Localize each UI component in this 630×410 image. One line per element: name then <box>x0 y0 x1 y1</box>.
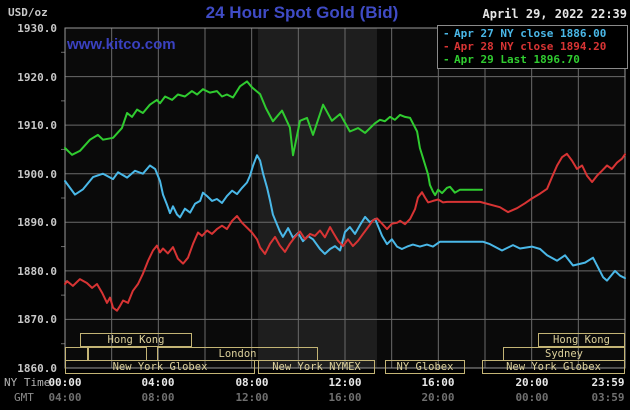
x-tick-ny-1600: 16:00 <box>421 376 455 389</box>
kitco-watermark: www.kitco.com <box>67 36 176 53</box>
session-box-hong-kong-early: Hong Kong <box>80 333 192 347</box>
page-title: 24 Hour Spot Gold (Bid) <box>205 3 399 22</box>
x-tick-gmt-0400: 04:00 <box>48 391 82 404</box>
y-tick-1910: 1910.0 <box>17 119 57 132</box>
x-tick-ny-0000: 00:00 <box>48 376 82 389</box>
x-tick-ny-0400: 04:00 <box>141 376 175 389</box>
x-tick-ny-2000: 20:00 <box>515 376 549 389</box>
session-box-london: London <box>157 347 318 361</box>
y-tick-1890: 1890.0 <box>17 216 57 229</box>
y-tick-1920: 1920.0 <box>17 71 57 84</box>
legend-label-apr28: Apr 28 NY close 1894.20 <box>454 40 607 53</box>
y-tick-1930: 1930.0 <box>17 22 57 35</box>
nymex-session-band <box>257 28 377 368</box>
ny-time-axis-label: NY Time <box>4 376 51 389</box>
price-line-apr29 <box>64 80 483 197</box>
x-tick-gmt-2000: 20:00 <box>421 391 455 404</box>
x-tick-ny-0800: 08:00 <box>235 376 269 389</box>
x-tick-gmt-0000: 00:00 <box>515 391 549 404</box>
legend-label-apr27: Apr 27 NY close 1886.00 <box>454 27 607 40</box>
session-box-unlabeled-1 <box>65 347 88 361</box>
session-box-ny-globex-mid: NY Globex <box>385 360 465 374</box>
x-tick-gmt-0800: 08:00 <box>141 391 175 404</box>
session-box-ny-globex-late: New York Globex <box>482 360 625 374</box>
y-tick-1900: 1900.0 <box>17 168 57 181</box>
gmt-axis-label: GMT <box>14 391 34 404</box>
session-box-ny-nymex: New York NYMEX <box>258 360 375 374</box>
plot-border <box>64 27 626 369</box>
legend-label-apr29: Apr 29 Last 1896.70 <box>454 53 580 66</box>
y-tick-1880: 1880.0 <box>17 265 57 278</box>
chart-datetime: April 29, 2022 22:39 <box>482 7 628 21</box>
apr29-line-swatch: - <box>443 53 450 66</box>
session-box-unlabeled-2 <box>88 347 147 361</box>
price-line-apr28 <box>64 152 626 312</box>
x-tick-gmt-1200: 12:00 <box>235 391 269 404</box>
session-box-hong-kong-late: Hong Kong <box>538 333 625 347</box>
x-tick-ny-1200: 12:00 <box>328 376 362 389</box>
price-line-apr27 <box>64 154 626 282</box>
legend-item-apr29: - Apr 29 Last 1896.70 <box>443 53 627 66</box>
y-tick-1860: 1860.0 <box>17 362 57 375</box>
x-tick-ny-2359: 23:59 <box>591 376 625 389</box>
x-tick-gmt-1600: 16:00 <box>328 391 362 404</box>
y-tick-1870: 1870.0 <box>17 313 57 326</box>
legend-item-apr27: - Apr 27 NY close 1886.00 <box>443 27 627 40</box>
apr27-line-swatch: - <box>443 27 450 40</box>
y-axis-unit-label: USD/oz <box>8 6 48 19</box>
session-box-sydney: Sydney <box>503 347 625 361</box>
apr28-line-swatch: - <box>443 40 450 53</box>
legend-item-apr28: - Apr 28 NY close 1894.20 <box>443 40 627 53</box>
x-tick-gmt-0359: 03:59 <box>591 391 625 404</box>
chart-legend: - Apr 27 NY close 1886.00 - Apr 28 NY clos… <box>437 25 628 69</box>
session-box-ny-globex-early: New York Globex <box>65 360 255 374</box>
